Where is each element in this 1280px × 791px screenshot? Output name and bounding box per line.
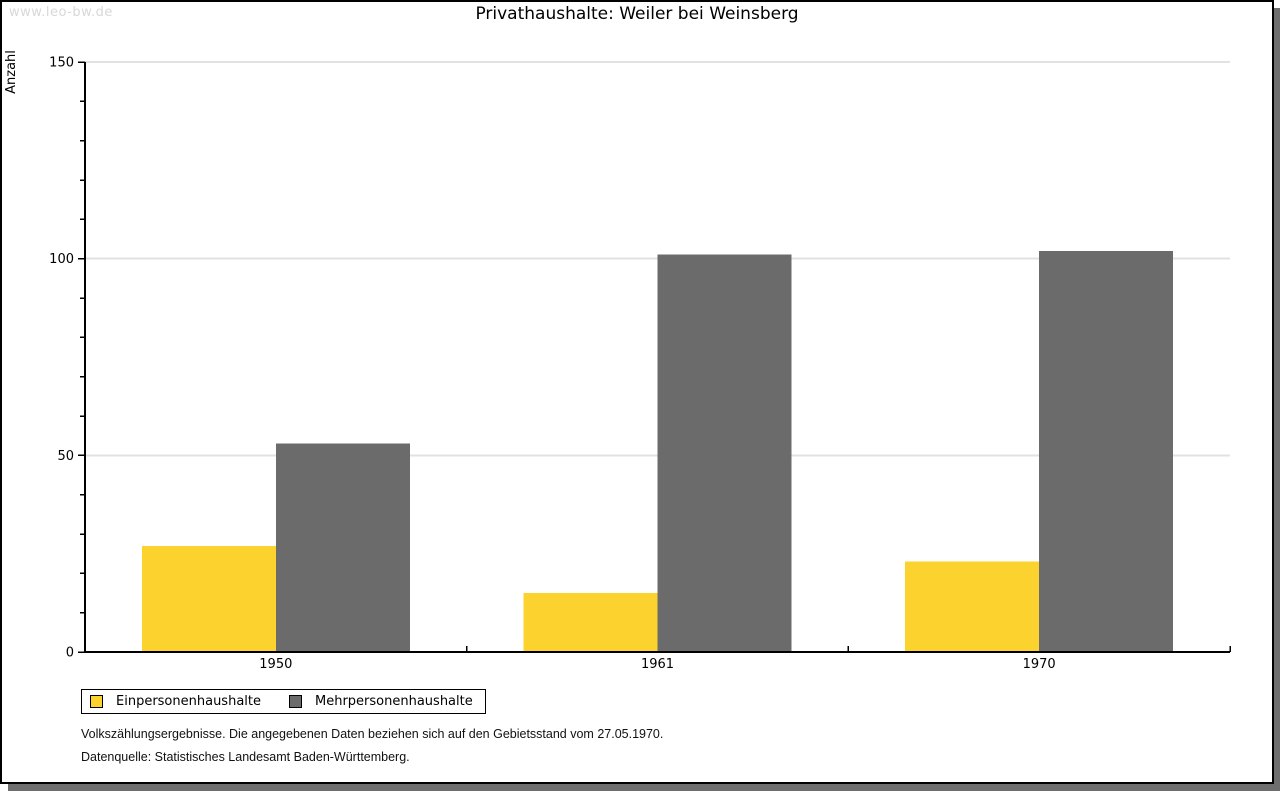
legend-item-1: Einpersonenhaushalte: [90, 694, 261, 709]
legend-label-2: Mehrpersonenhaushalte: [315, 694, 473, 709]
legend-swatch-2: [289, 695, 302, 708]
legend-swatch-1: [90, 695, 103, 708]
legend-label-1: Einpersonenhaushalte: [116, 694, 261, 709]
chart-title: Privathaushalte: Weiler bei Weinsberg: [475, 4, 799, 24]
window-shadow-right: [1274, 8, 1280, 791]
footnote-source: Datenquelle: Statistisches Landesamt Bad…: [81, 750, 410, 764]
footnote-census: Volkszählungsergebnisse. Die angegebenen…: [81, 727, 664, 741]
chart-legend: Einpersonenhaushalte Mehrpersonenhaushalt…: [81, 689, 486, 714]
legend-item-2: Mehrpersonenhaushalte: [289, 694, 473, 709]
site-watermark: www.leo-bw.de: [9, 5, 113, 20]
window-shadow-bottom: [8, 784, 1280, 791]
